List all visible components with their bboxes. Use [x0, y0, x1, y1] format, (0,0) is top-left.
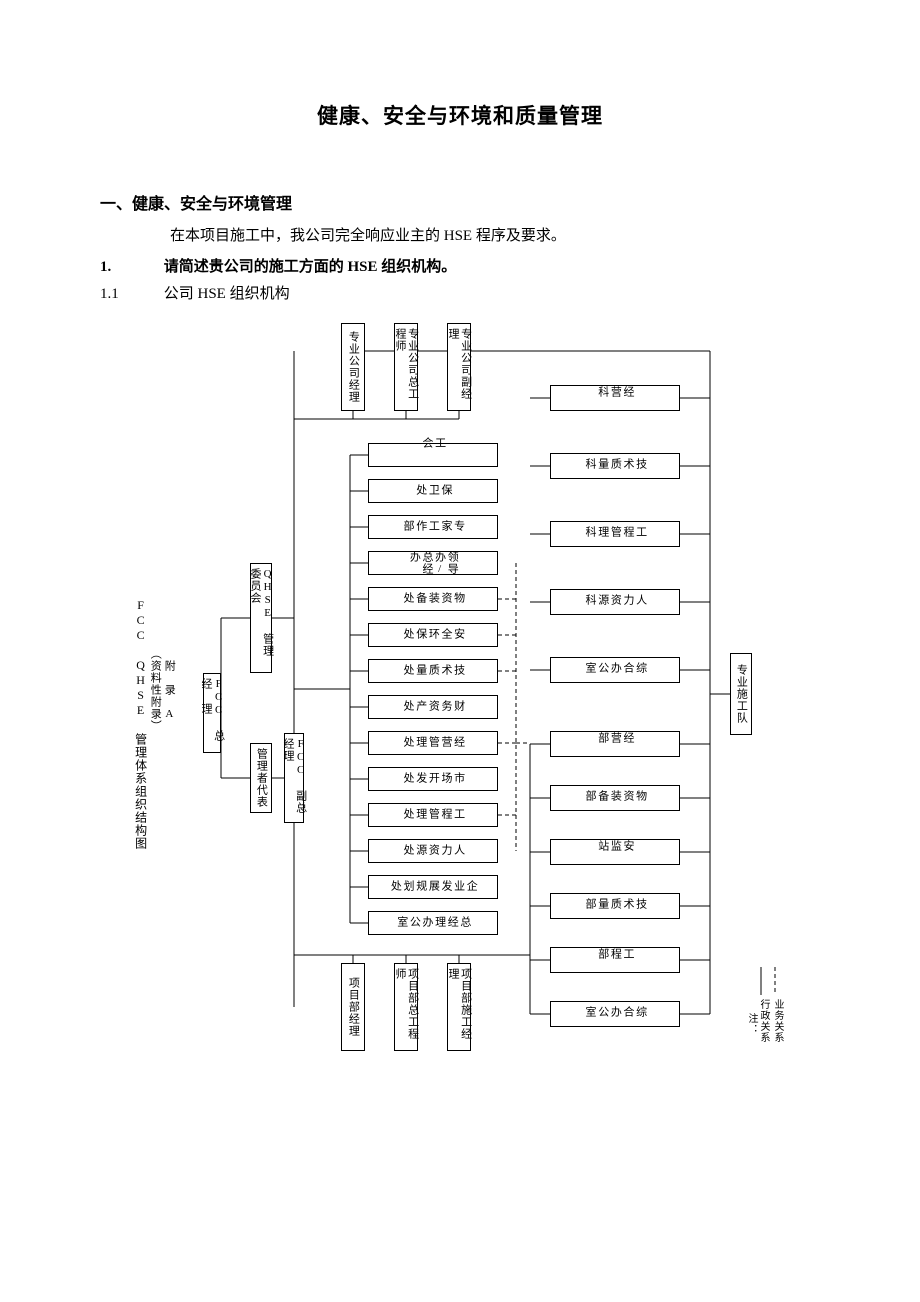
node-top-right-0: 经 营 科 [550, 385, 680, 411]
node-bot-right-1: 物 资 装 备 部 [550, 785, 680, 811]
node-fcc-vgm: FCC 副总经理 [284, 733, 304, 823]
node-dept-6: 技术质量处 [368, 659, 498, 683]
node-dept-2: 专家工作部 [368, 515, 498, 539]
org-chart-connectors [90, 323, 810, 1063]
doc-title: 健康、安全与环境和质量管理 [100, 100, 820, 130]
node-far-right: 专业施工队 [730, 653, 752, 735]
node-bot-right-3: 技 术 质 量 部 [550, 893, 680, 919]
node-top-c: 专业公司副经理 [447, 323, 471, 411]
node-bot-right-0: 经 营 部 [550, 731, 680, 757]
node-dept-5: 安全环保处 [368, 623, 498, 647]
node-dept-12: 企业发展规划处 [368, 875, 498, 899]
node-dept-13: 总经理办公室 [368, 911, 498, 935]
node-dept-0: 工 会 [368, 443, 498, 467]
diagram-title-line2: （资料性附录） [148, 648, 162, 732]
node-dept-11: 人力资源处 [368, 839, 498, 863]
node-fcc-gm: FCC 总 经 理 [203, 673, 221, 753]
node-dept-3: 领导办/总经办 [368, 551, 498, 575]
node-top-a: 专业公司经理 [341, 323, 365, 411]
diagram-title-line3: FCC QHSE 管理体系组织结构图 [132, 598, 148, 850]
node-dept-7: 财务资产处 [368, 695, 498, 719]
node-dept-4: 物资装备处 [368, 587, 498, 611]
q11-text: 公司 HSE 组织机构 [164, 286, 290, 302]
node-dept-10: 工程管理处 [368, 803, 498, 827]
node-top-right-3: 人 力 资 源 科 [550, 589, 680, 615]
node-dept-8: 经营管理处 [368, 731, 498, 755]
node-top-right-4: 综 合 办 公 室 [550, 657, 680, 683]
node-bot-right-4: 工 程 部 [550, 947, 680, 973]
node-proj-a: 项目部经理 [341, 963, 365, 1051]
intro-paragraph: 在本项目施工中，我公司完全响应业主的 HSE 程序及要求。 [100, 224, 820, 245]
question-1: 1. 请简述贵公司的施工方面的 HSE 组织机构。 [100, 255, 820, 276]
question-1-1: 1.1 公司 HSE 组织机构 [100, 282, 820, 303]
node-top-right-2: 工 程 管 理 科 [550, 521, 680, 547]
node-proj-b: 项目部总工程师 [394, 963, 418, 1051]
q1-number: 1. [100, 259, 160, 276]
diagram-title-line1: 附 录 A [162, 660, 176, 721]
legend-biz: 业务关系 [771, 999, 784, 1043]
section-heading-1: 一、健康、安全与环境管理 [100, 190, 820, 214]
q11-number: 1.1 [100, 286, 160, 303]
node-bot-right-5: 综 合 办 公 室 [550, 1001, 680, 1027]
node-mgr-rep: 管理者代表 [250, 743, 272, 813]
node-bot-right-2: 安 监 站 [550, 839, 680, 865]
node-dept-9: 市场开发处 [368, 767, 498, 791]
legend-admin: 行政关系 [757, 999, 770, 1043]
node-dept-1: 保卫处 [368, 479, 498, 503]
org-chart-diagram: 附 录 A（资料性附录）FCC QHSE 管理体系组织结构图 FCC 总 经 理 Q… [90, 323, 810, 1063]
node-proj-c: 项目部施工经理 [447, 963, 471, 1051]
node-qhse-committee: QHSE 管理委员会 [250, 563, 272, 673]
node-top-right-1: 技 术 质 量 科 [550, 453, 680, 479]
q1-text: 请简述贵公司的施工方面的 HSE 组织机构。 [164, 259, 457, 275]
node-top-b: 专业公司总工程师 [394, 323, 418, 411]
